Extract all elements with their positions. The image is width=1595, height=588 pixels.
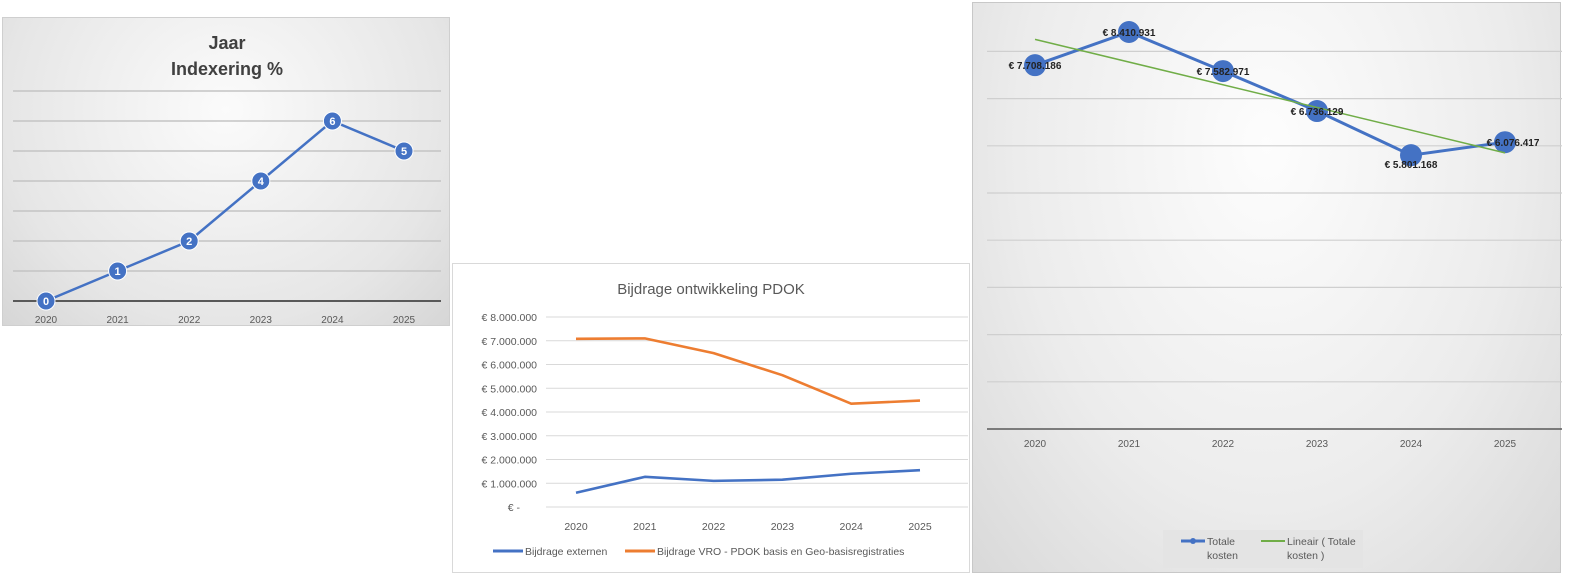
y-tick-label: € 6.000.000: [482, 360, 538, 372]
x-tick-label: 2024: [1400, 439, 1423, 450]
data-label: 2: [186, 236, 192, 248]
chart-title-line: Jaar: [208, 33, 245, 53]
data-label: € 5.801.168: [1385, 160, 1438, 171]
data-label: € 8.410.931: [1103, 28, 1156, 39]
bijdrage-chart: Bijdrage ontwikkeling PDOK € - € 1.000.000…: [452, 263, 970, 573]
data-label: 4: [258, 176, 265, 188]
x-tick-label: 2022: [178, 315, 201, 326]
data-label: € 7.582.971: [1197, 67, 1250, 78]
x-tick-label: 2025: [393, 315, 416, 326]
data-label: 0: [43, 296, 49, 308]
legend-label: Totale: [1207, 536, 1235, 548]
data-label: 6: [329, 116, 335, 128]
chart-title-line: Indexering %: [171, 59, 283, 79]
x-tick-label: 2022: [1212, 439, 1235, 450]
y-tick-label: € 5.000.000: [482, 383, 538, 395]
x-tick-label: 2024: [321, 315, 344, 326]
y-tick-label: € 8.000.000: [482, 312, 538, 324]
x-tick-label: 2024: [840, 521, 864, 533]
data-label: € 6.076.417: [1487, 138, 1540, 149]
x-tick-label: 2021: [106, 315, 129, 326]
data-point: [36, 291, 56, 311]
indexering-chart: Jaar Indexering % 2020 2021 2022 2023 2024 2025…: [2, 17, 450, 326]
x-tick-label: 2021: [633, 521, 657, 533]
y-tick-label: € 4.000.000: [482, 407, 538, 419]
data-point: [1494, 131, 1516, 154]
data-point: [1024, 54, 1046, 77]
data-label: € 6.736.129: [1291, 107, 1344, 118]
legend-box: [1163, 530, 1363, 568]
legend-label: Bijdrage externen: [525, 546, 607, 558]
totale-kosten-chart-svg: 2020 2021 2022 2023 2024 2025 € 7.708.186 € 8.4…: [987, 21, 1562, 568]
data-label: 1: [115, 266, 121, 278]
chart-title: Bijdrage ontwikkeling PDOK: [617, 281, 805, 298]
series-line-1: [575, 337, 921, 405]
data-point: [251, 171, 271, 191]
x-tick-label: 2023: [1306, 439, 1329, 450]
legend-label: Lineair ( Totale: [1287, 536, 1356, 548]
x-tick-label: 2022: [702, 521, 726, 533]
series-line: [45, 119, 405, 303]
bijdrage-chart-svg: Bijdrage ontwikkeling PDOK € - € 1.000.000…: [482, 281, 968, 558]
x-tick-label: 2025: [908, 521, 932, 533]
y-tick-label: € 3.000.000: [482, 431, 538, 443]
data-point: [394, 141, 414, 161]
data-label: € 7.708.186: [1009, 61, 1062, 72]
indexering-chart-svg: Jaar Indexering % 2020 2021 2022 2023 2024 2025…: [13, 33, 441, 326]
data-point: [1118, 21, 1140, 44]
x-tick-label: 2025: [1494, 439, 1517, 450]
x-tick-label: 2023: [250, 315, 273, 326]
series-line-0: [575, 468, 921, 495]
y-tick-label: € -: [508, 502, 521, 514]
legend-label: kosten: [1207, 550, 1238, 562]
x-tick-label: 2020: [1024, 439, 1047, 450]
x-tick-label: 2021: [1118, 439, 1141, 450]
data-point: [179, 231, 199, 251]
y-tick-label: € 1.000.000: [482, 478, 538, 490]
data-point: [1400, 144, 1422, 167]
legend-label: Bijdrage VRO - PDOK basis en Geo-basisre…: [657, 546, 904, 558]
data-label: 5: [401, 146, 407, 158]
legend-label: kosten ): [1287, 550, 1324, 562]
data-point: [1212, 60, 1234, 83]
series-line: [1034, 30, 1506, 157]
data-point: [322, 111, 342, 131]
y-tick-label: € 2.000.000: [482, 455, 538, 467]
legend-marker: [1190, 538, 1196, 544]
x-tick-label: 2020: [564, 521, 588, 533]
data-point: [108, 261, 128, 281]
y-tick-label: € 7.000.000: [482, 336, 538, 348]
trendline: [1034, 38, 1506, 154]
x-tick-label: 2020: [35, 315, 58, 326]
x-tick-label: 2023: [771, 521, 795, 533]
totale-kosten-chart: 2020 2021 2022 2023 2024 2025 € 7.708.186 € 8.4…: [972, 2, 1562, 573]
